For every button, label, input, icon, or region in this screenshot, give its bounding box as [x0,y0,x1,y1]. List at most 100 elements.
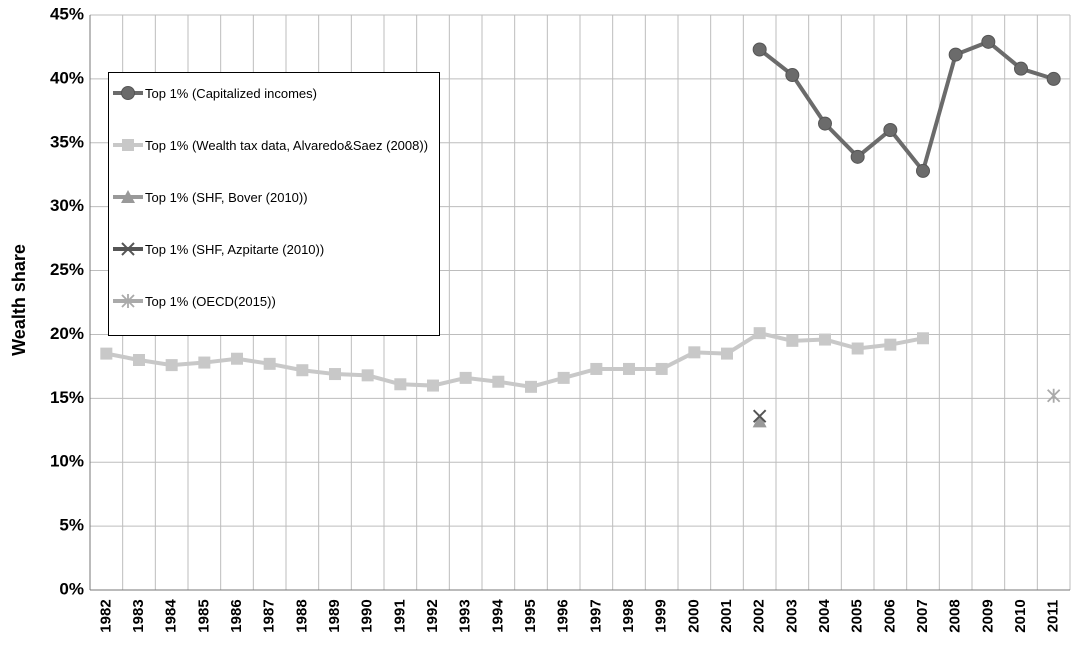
legend-item: Top 1% (Wealth tax data, Alvaredo&Saez (… [109,135,439,155]
data-point [850,149,865,164]
data-point [752,409,767,423]
y-tick-label: 10% [50,452,84,471]
legend-swatch [113,242,143,256]
legend-item: Top 1% (Capitalized incomes) [109,83,439,103]
data-point [1046,71,1061,86]
data-point [198,356,211,369]
data-point [329,368,341,381]
data-point [623,362,635,375]
x-tick-label: 2011 [1045,600,1062,633]
y-tick-label: 45% [50,4,84,23]
legend-marker [121,86,135,100]
y-tick-label: 15% [50,388,84,407]
x-tick-label: 1988 [293,599,310,632]
x-tick-label: 1989 [326,599,343,632]
legend-swatch [113,294,143,308]
legend-label: Top 1% (Wealth tax data, Alvaredo&Saez (… [145,138,429,153]
x-tick-label: 1991 [391,599,408,632]
data-point [786,334,799,347]
legend-label: Top 1% (OECD(2015)) [145,294,276,309]
legend-marker [122,139,134,151]
data-point [133,354,145,366]
data-point [785,68,800,83]
y-tick-label: 0% [59,579,84,598]
data-point [916,163,930,178]
x-tick-label: 1987 [261,599,278,632]
series-line [758,39,1055,176]
x-tick-label: 1996 [555,599,572,632]
legend-swatch [113,190,143,203]
data-point [819,333,831,346]
data-point [459,371,472,384]
x-tick-label: 1994 [489,599,506,633]
data-point [263,357,276,370]
x-tick-label: 2001 [718,599,735,632]
data-point [361,369,374,382]
x-tick-label: 1984 [163,599,180,633]
x-tick-label: 1993 [457,599,474,632]
data-point [917,332,929,345]
y-tick-label: 5% [59,516,84,535]
x-tick-label: 2009 [979,599,996,632]
y-tick-label: 35% [50,132,84,151]
legend-swatch [113,139,143,151]
data-point [1014,61,1028,76]
legend-marker [121,294,135,308]
x-tick-label: 2002 [751,599,768,632]
x-tick-label: 1990 [359,599,376,632]
x-tick-label: 1982 [97,599,114,632]
x-tick-label: 2006 [881,599,898,632]
x-tick-label: 2010 [1012,599,1029,632]
data-point [427,379,439,392]
data-point [884,338,897,351]
data-point [394,378,407,391]
data-point [165,359,178,372]
y-axis-label: Wealth share [9,244,29,356]
data-point [948,47,963,62]
data-point [557,371,570,384]
x-tick-label: 1992 [424,599,441,632]
data-point [752,42,767,57]
data-point [525,380,537,393]
legend: Top 1% (Capitalized incomes) Top 1% (Weal… [108,72,440,336]
x-tick-label: 1997 [587,599,604,632]
data-point [1047,388,1061,403]
x-tick-label: 2000 [685,599,702,632]
legend-swatch [113,86,143,100]
legend-marker [121,190,135,203]
y-tick-label: 25% [50,260,84,279]
x-tick-label: 2005 [849,599,866,632]
x-tick-label: 1995 [522,599,539,632]
x-tick-label: 2003 [783,599,800,632]
legend-label: Top 1% (Capitalized incomes) [145,86,317,101]
x-tick-label: 1998 [620,599,637,632]
data-point [296,364,309,377]
data-point [851,342,864,355]
data-point [231,352,243,365]
x-tick-label: 1999 [653,599,670,632]
data-point [981,34,996,49]
data-point [590,362,603,375]
legend-item: Top 1% (SHF, Bover (2010)) [109,187,439,207]
legend-marker [121,242,135,256]
data-point [688,346,701,359]
data-point [721,347,733,360]
x-tick-label: 1986 [228,599,245,632]
x-tick-label: 2004 [816,599,833,633]
y-tick-label: 30% [50,196,84,215]
legend-label: Top 1% (SHF, Bover (2010)) [145,190,308,205]
x-tick-label: 2007 [914,599,931,632]
data-point [818,116,832,131]
data-point [883,123,898,137]
data-point [655,362,668,375]
data-point [753,327,766,340]
legend-label: Top 1% (SHF, Azpitarte (2010)) [145,242,325,257]
y-tick-label: 40% [50,68,84,87]
x-tick-label: 1985 [195,599,212,632]
data-point [100,347,113,360]
legend-item: Top 1% (SHF, Azpitarte (2010)) [109,239,439,259]
y-tick-label: 20% [50,324,84,343]
data-point [752,414,767,428]
x-tick-label: 2008 [947,599,964,632]
